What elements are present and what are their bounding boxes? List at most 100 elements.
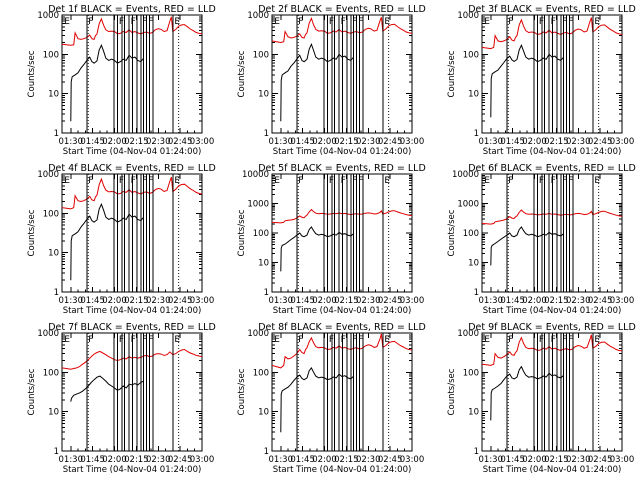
detector-panel-3: Det 3f BLACK = Events, RED = LLD 1 10 100 10… (447, 4, 636, 157)
attenuator-flag-f: F (142, 176, 147, 186)
attenuator-flag-f: F (298, 176, 303, 186)
y-tick-label: 1000 (37, 170, 59, 180)
y-tick-label: 10 (48, 249, 59, 259)
attenuator-flag-f: F (119, 335, 124, 345)
x-tick-label: 02:30 (356, 137, 381, 147)
y-axis-label: Counts/sec (27, 50, 37, 97)
x-axis-label: Start Time (04-Nov-04 01:24:00) (63, 465, 202, 475)
x-tick-label: 01:45 (500, 137, 525, 147)
attenuator-flag-e: E (484, 176, 490, 186)
y-tick-label: 10 (258, 259, 269, 269)
y-axis-label: Counts/sec (447, 368, 457, 415)
attenuator-flag-e: E (274, 17, 280, 27)
y-tick-label: 10 (258, 90, 269, 100)
x-tick-label: 02:15 (544, 455, 569, 465)
y-tick-label: 1000 (457, 329, 479, 339)
x-axis-label: Start Time (04-Nov-04 01:24:00) (483, 147, 622, 157)
panel-title: Det 3f BLACK = Events, RED = LLD (468, 4, 636, 15)
y-tick-label: 100 (253, 229, 269, 239)
plot-frame (271, 14, 413, 134)
attenuator-flag-f: F (508, 176, 513, 186)
attenuator-flag-e: E (64, 176, 70, 186)
x-tick-label: 02:00 (102, 455, 127, 465)
series-events (490, 365, 565, 421)
attenuator-flag-f: F (352, 176, 357, 186)
y-tick-label: 100 (463, 50, 479, 60)
attenuator-flag-e: E (484, 335, 490, 345)
series-events (280, 226, 355, 272)
series-events (70, 203, 145, 281)
x-tick-label: 01:30 (479, 455, 504, 465)
y-axis-label: Counts/sec (447, 50, 457, 97)
attenuator-flag-f: F (562, 335, 567, 345)
y-tick-label: 100 (253, 368, 269, 378)
plot-frame (481, 332, 623, 452)
attenuator-flag-e: E (484, 17, 490, 27)
plot-frame (61, 14, 203, 134)
detector-panel-5: Det 5f BLACK = Events, RED = LLD 1 10 100 10… (237, 163, 426, 316)
attenuator-flag-e: E (384, 335, 390, 345)
attenuator-flag-f: F (341, 176, 346, 186)
attenuator-flag-f: F (142, 335, 147, 345)
x-tick-label: 02:00 (312, 137, 337, 147)
panel-title: Det 5f BLACK = Events, RED = LLD (258, 163, 426, 174)
x-tick-label: 02:15 (124, 137, 149, 147)
plot-frame (271, 332, 413, 452)
y-tick-label: 1000 (457, 11, 479, 21)
panel-title: Det 9f BLACK = Events, RED = LLD (468, 322, 636, 333)
attenuator-flag-f: F (568, 17, 573, 27)
x-tick-label: 02:00 (312, 455, 337, 465)
y-tick-label: 100 (43, 368, 59, 378)
series-events (70, 375, 144, 402)
attenuator-flag-f: F (341, 17, 346, 27)
y-axis-label: Counts/sec (27, 209, 37, 256)
series-lld (61, 348, 203, 370)
y-tick-label: 1 (264, 447, 269, 457)
x-axis-label: Start Time (04-Nov-04 01:24:00) (63, 147, 202, 157)
y-tick-label: 1 (264, 129, 269, 139)
x-tick-label: 01:45 (290, 455, 315, 465)
x-tick-label: 02:00 (522, 296, 547, 306)
x-tick-label: 01:30 (479, 137, 504, 147)
attenuator-flag-e: E (174, 17, 180, 27)
x-tick-label: 02:30 (356, 296, 381, 306)
x-tick-label: 02:45 (168, 296, 193, 306)
attenuator-flag-f: F (148, 335, 153, 345)
y-axis-label: Counts/sec (237, 50, 247, 97)
x-tick-label: 02:00 (522, 455, 547, 465)
series-lld (481, 17, 623, 50)
x-tick-label: 01:45 (290, 137, 315, 147)
attenuator-flag-f: F (358, 17, 363, 27)
x-tick-label: 03:00 (610, 455, 635, 465)
x-tick-label: 02:00 (312, 296, 337, 306)
x-tick-label: 02:45 (168, 455, 193, 465)
x-tick-label: 03:00 (190, 296, 215, 306)
series-lld (61, 176, 203, 210)
detector-panel-2: Det 2f BLACK = Events, RED = LLD 1 10 100 10… (237, 4, 426, 157)
x-tick-label: 01:30 (269, 137, 294, 147)
attenuator-flag-f: F (539, 17, 544, 27)
y-tick-label: 10000 (242, 170, 269, 180)
y-tick-label: 100 (253, 50, 269, 60)
y-tick-label: 1000 (457, 200, 479, 210)
y-tick-label: 10 (468, 408, 479, 418)
y-tick-label: 10 (258, 408, 269, 418)
series-events (280, 366, 355, 433)
attenuator-flag-f: F (329, 335, 334, 345)
attenuator-flag-f: F (539, 335, 544, 345)
y-tick-label: 1 (54, 447, 59, 457)
panel-title: Det 8f BLACK = Events, RED = LLD (258, 322, 426, 333)
attenuator-flag-f: F (358, 335, 363, 345)
panel-title: Det 7f BLACK = Events, RED = LLD (48, 322, 216, 333)
attenuator-flag-f: F (142, 17, 147, 27)
attenuator-flag-f: F (131, 176, 136, 186)
x-tick-label: 02:15 (124, 455, 149, 465)
y-tick-label: 1000 (247, 11, 269, 21)
series-events (280, 42, 355, 122)
attenuator-flag-e: E (594, 335, 600, 345)
x-tick-label: 03:00 (610, 296, 635, 306)
x-axis-label: Start Time (04-Nov-04 01:24:00) (483, 306, 622, 316)
x-tick-label: 03:00 (400, 137, 425, 147)
